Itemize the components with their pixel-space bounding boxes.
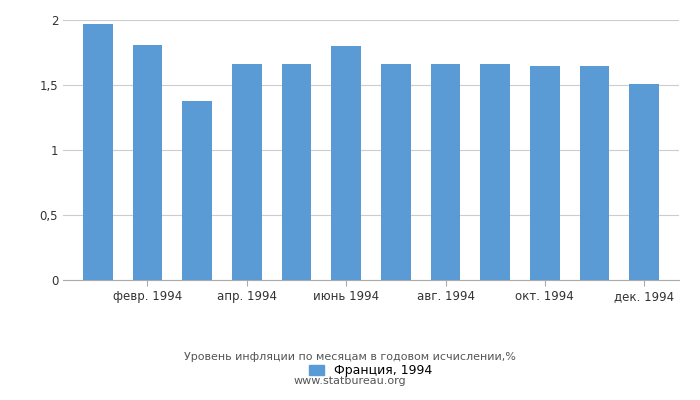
Bar <box>281 64 312 280</box>
Bar <box>480 64 510 280</box>
Bar <box>629 84 659 280</box>
Bar <box>530 66 560 280</box>
Bar <box>381 64 411 280</box>
Bar <box>580 66 610 280</box>
Text: www.statbureau.org: www.statbureau.org <box>294 376 406 386</box>
Bar <box>430 64 461 280</box>
Bar <box>232 64 262 280</box>
Legend: Франция, 1994: Франция, 1994 <box>304 359 438 382</box>
Bar <box>132 45 162 280</box>
Bar <box>83 24 113 280</box>
Bar <box>182 101 212 280</box>
Text: Уровень инфляции по месяцам в годовом исчислении,%: Уровень инфляции по месяцам в годовом ис… <box>184 352 516 362</box>
Bar <box>331 46 361 280</box>
